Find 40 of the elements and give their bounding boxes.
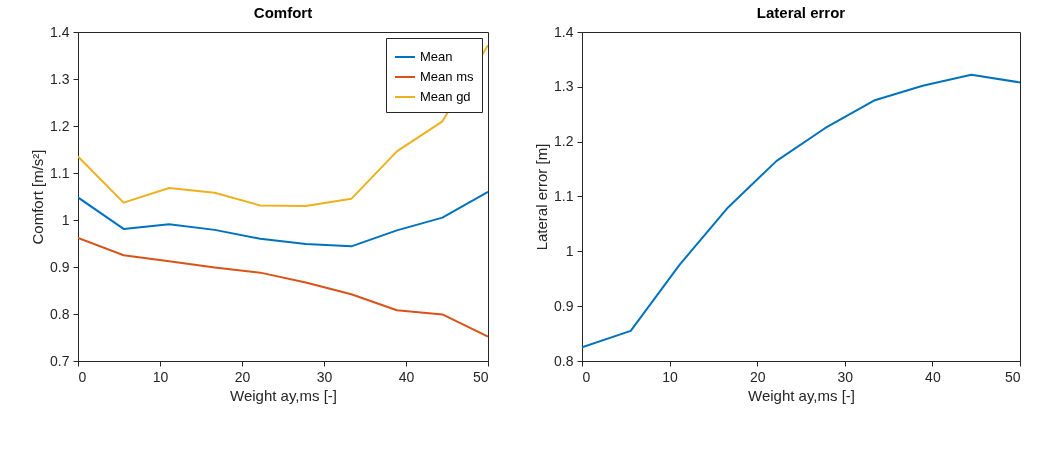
y-tick-label: 1.2 [554, 133, 574, 150]
y-tick-label: 1 [565, 242, 574, 259]
chart-title: Comfort [253, 4, 313, 21]
x-tick-label: 10 [662, 368, 679, 385]
y-axis-title: Lateral error [m] [533, 143, 551, 251]
line-series [78, 236, 488, 338]
y-tick-label: 1 [61, 211, 70, 228]
y-tick-label: 1.1 [554, 188, 574, 204]
x-tick-label: 50 [472, 368, 489, 385]
x-tick-label: 30 [837, 368, 854, 385]
x-tick-label: 30 [316, 368, 333, 385]
line-series [78, 190, 488, 248]
x-tick-label: 0 [582, 368, 591, 385]
x-tick-label: 40 [925, 368, 941, 385]
x-tick-label: 0 [78, 368, 87, 385]
line-series [582, 73, 1020, 349]
x-tick-label: 10 [152, 368, 169, 385]
y-tick-label: 1.1 [50, 164, 70, 181]
y-tick-label: 0.8 [50, 305, 70, 322]
legend-label: Mean ms [420, 69, 474, 84]
legend-label: Mean gd [420, 89, 471, 104]
y-tick-label: 1.4 [50, 23, 70, 40]
y-tick-label: 0.8 [554, 352, 574, 369]
y-tick-label: 0.7 [50, 352, 70, 369]
line-series [78, 44, 488, 207]
x-axis-title: Weight ay,ms [-] [748, 386, 855, 404]
y-axis-title: Comfort [m/s²] [29, 149, 47, 245]
y-tick-label: 1.3 [50, 70, 70, 87]
legend-label: Mean [420, 49, 453, 64]
y-tick-label: 1.3 [554, 78, 574, 95]
y-tick-label: 1.4 [554, 23, 574, 40]
y-tick-label: 0.9 [554, 297, 574, 314]
y-tick-label: 1.2 [50, 117, 70, 134]
x-axis-title: Weight ay,ms [-] [230, 386, 337, 404]
y-tick-label: 0.9 [50, 258, 70, 275]
x-tick-label: 20 [749, 368, 766, 385]
x-tick-label: 20 [234, 368, 251, 385]
x-tick-label: 40 [398, 368, 415, 385]
chart-title: Lateral error [756, 4, 846, 21]
x-tick-label: 50 [1004, 368, 1021, 385]
